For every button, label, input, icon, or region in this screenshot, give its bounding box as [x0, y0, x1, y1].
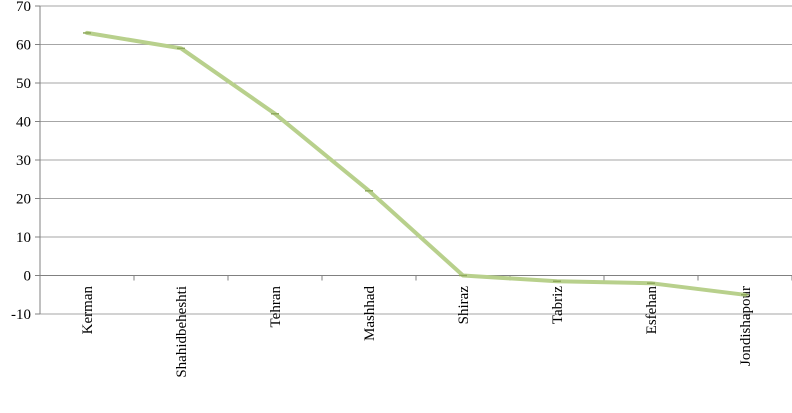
- x-category-label: Tehran: [268, 286, 284, 328]
- y-tick-label: -10: [11, 307, 31, 323]
- y-tick-label: 20: [16, 192, 31, 208]
- y-tick-label: 10: [16, 230, 31, 246]
- y-axis-tick-labels: -10 0 10 20 30 40 50 60 70: [11, 0, 31, 323]
- y-tick-label: 60: [16, 38, 31, 54]
- x-category-label: Tabriz: [550, 286, 566, 324]
- gridlines: [40, 5, 792, 315]
- x-category-label: Mashhad: [362, 286, 378, 341]
- y-tick-label: 40: [16, 115, 31, 131]
- series-line-0: [85, 30, 747, 297]
- x-category-label: Kerman: [80, 286, 96, 335]
- x-axis-category-labels: Kerman Shahidbeheshti Tehran Mashhad Shiraz T…: [80, 286, 754, 378]
- x-category-label: Shahidbeheshti: [174, 286, 190, 378]
- x-category-label: Jondishapour: [738, 286, 754, 366]
- y-tick-label: 50: [16, 76, 31, 92]
- y-tick-label: 30: [16, 153, 31, 169]
- x-category-label: Shiraz: [456, 286, 472, 325]
- y-tick-label: 70: [16, 0, 31, 15]
- series-plot: [83, 30, 749, 297]
- y-tick-label: 0: [24, 269, 32, 285]
- axes: [35, 5, 792, 315]
- x-category-label: Esfehan: [644, 286, 660, 335]
